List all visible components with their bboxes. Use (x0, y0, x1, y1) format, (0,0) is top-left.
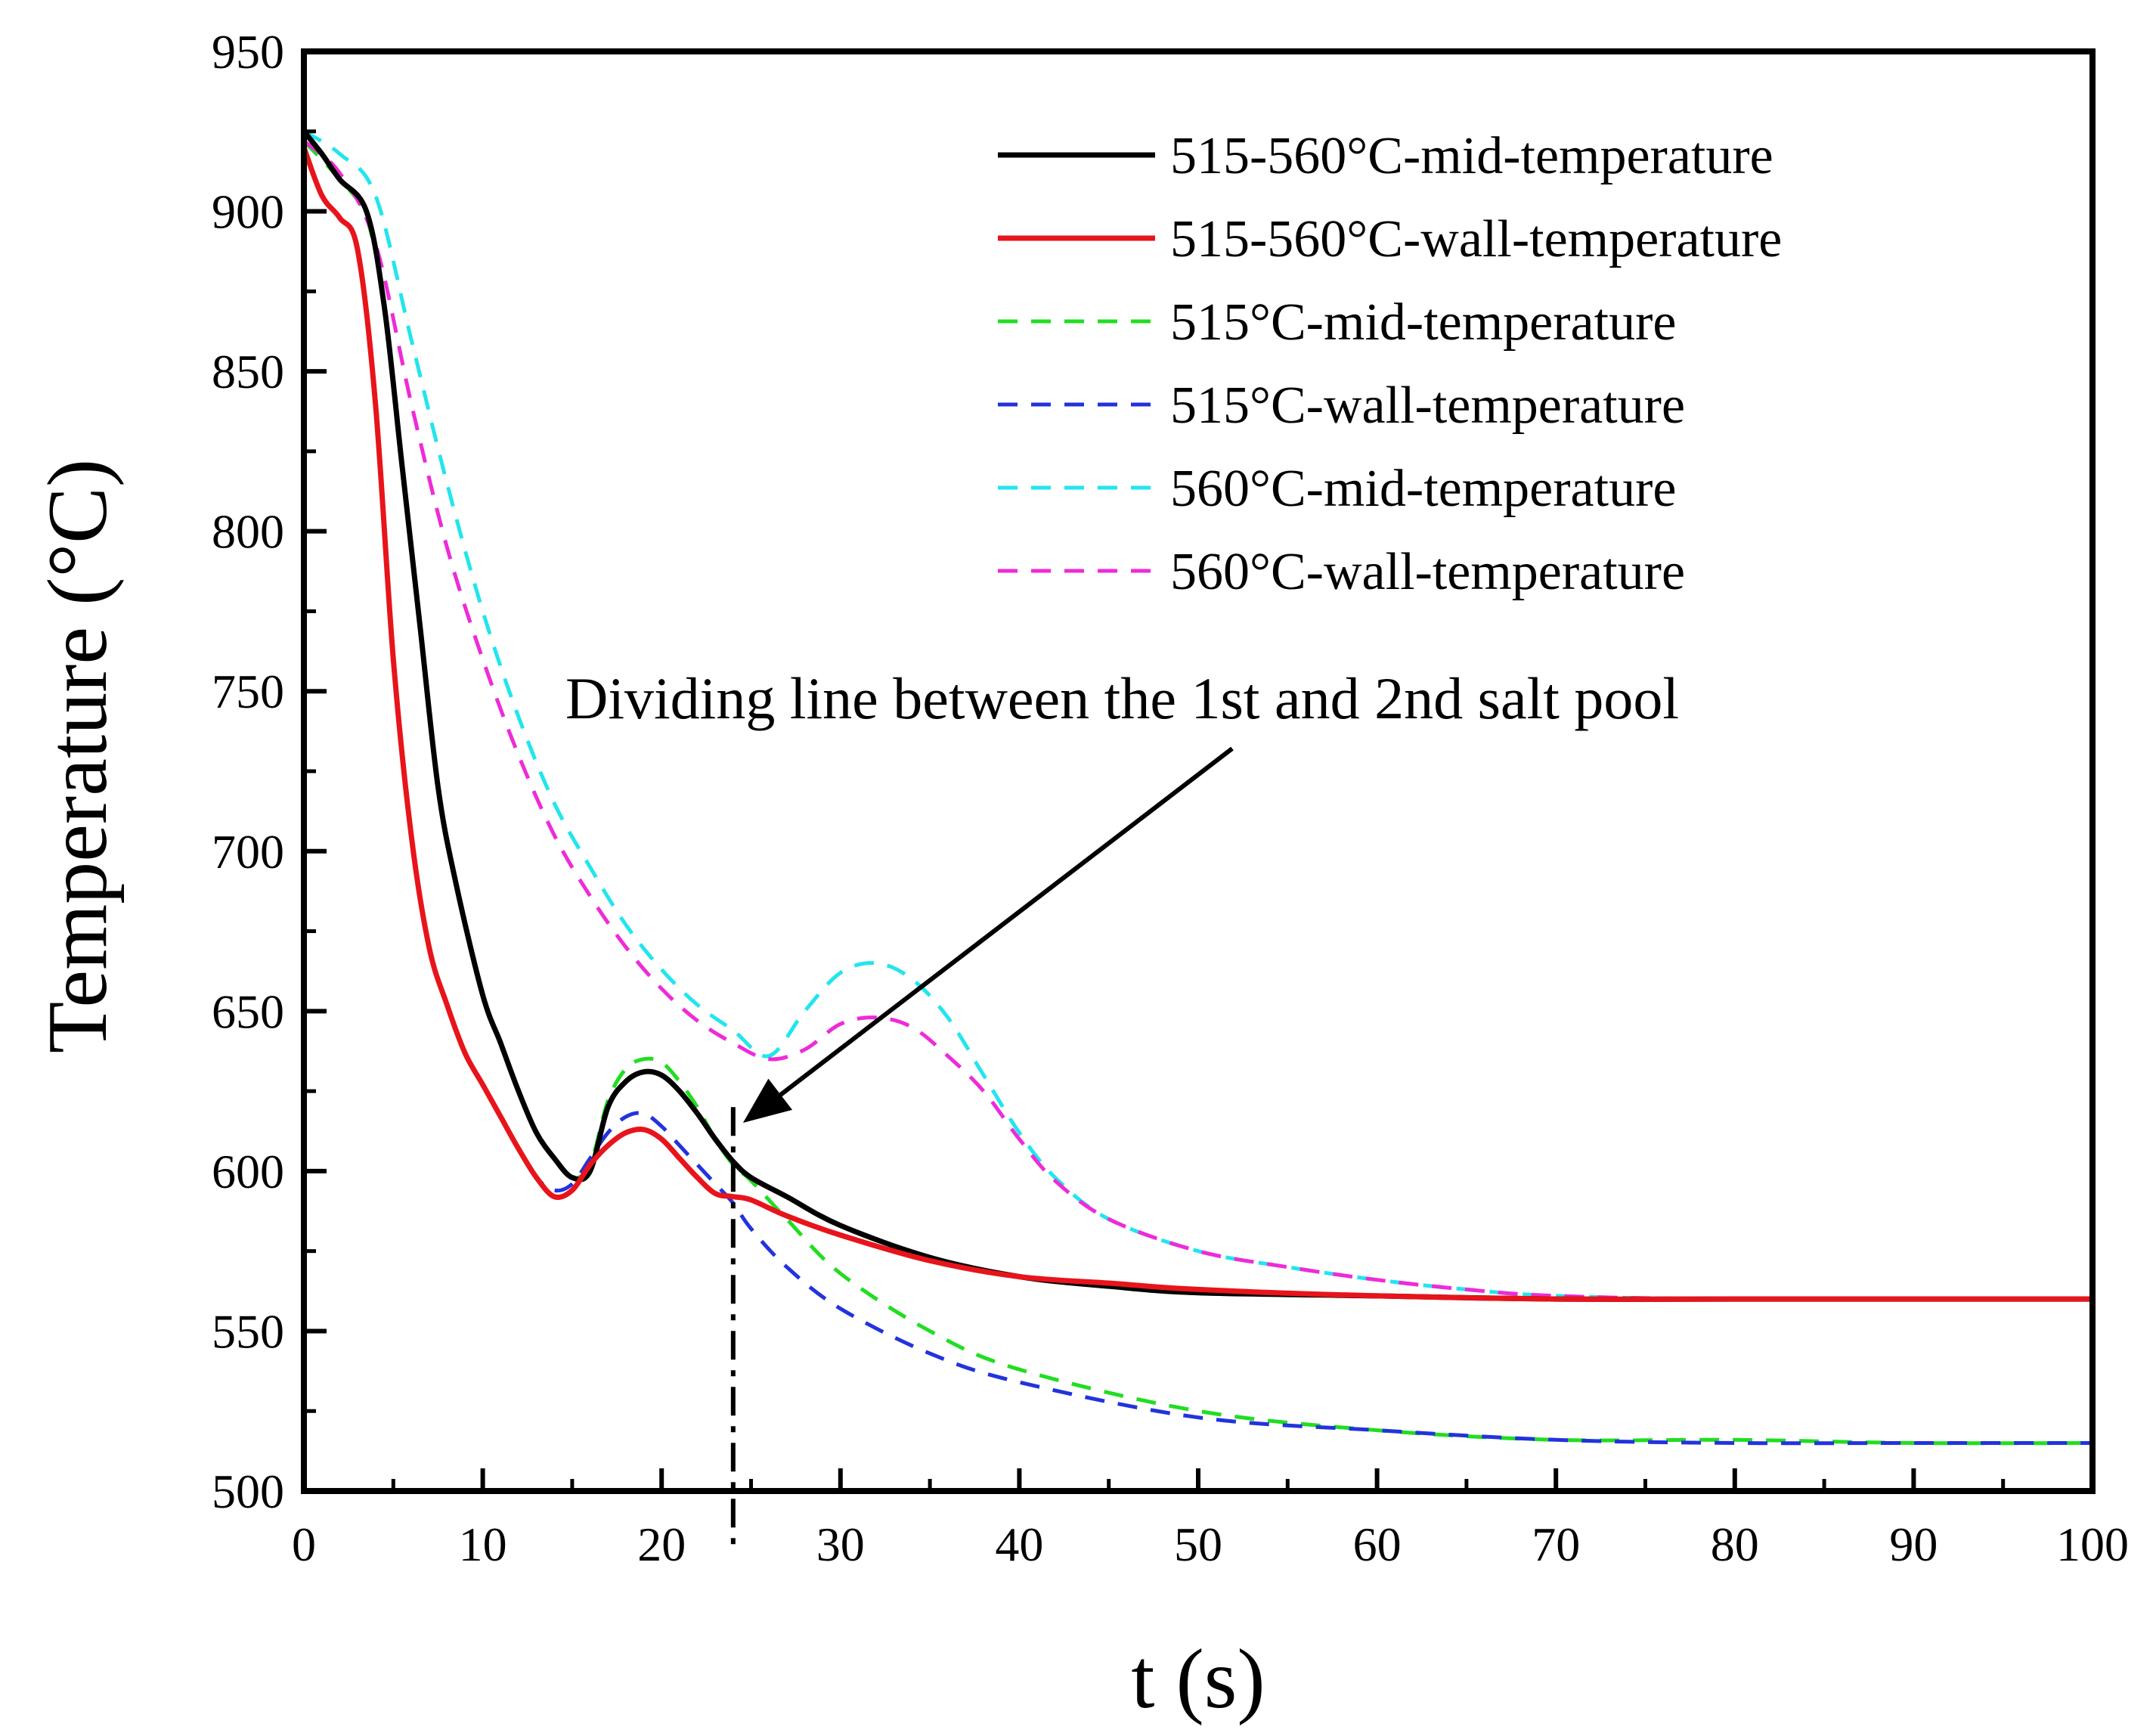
axes-group: 0 10 20 30 40 50 60 70 80 90 100 500 550 600 650 700 750… (212, 25, 2129, 1571)
x-tick-label: 60 (1353, 1517, 1402, 1571)
y-tick-label: 750 (212, 665, 284, 718)
x-tick-label: 90 (1889, 1517, 1938, 1571)
y-tick-label: 850 (212, 345, 284, 398)
annotation-arrow-head (742, 1078, 792, 1123)
series-line-2 (304, 146, 2092, 1302)
x-tick-label: 30 (816, 1517, 865, 1571)
legend-label-5: 560°C-mid-temperature (1170, 460, 1676, 518)
y-axis-title: Temperature (°C) (31, 459, 125, 1053)
x-tick-label: 0 (292, 1517, 316, 1571)
y-tick-label: 800 (212, 505, 284, 559)
series-line-6 (304, 139, 2092, 1301)
y-tick-label: 650 (212, 984, 284, 1038)
x-tick-label: 20 (637, 1517, 686, 1571)
x-axis-title: t (s) (1131, 1632, 1265, 1726)
x-tick-label: 100 (2056, 1517, 2129, 1571)
y-tick-label: 700 (212, 825, 284, 879)
x-tick-label: 50 (1174, 1517, 1222, 1571)
legend-label-3: 515°C-mid-temperature (1170, 293, 1676, 352)
legend: 515-560°C-mid-temperature 515-560°C-wall-… (998, 127, 1782, 601)
y-tick-label: 950 (212, 25, 284, 79)
annotation-arrow-shaft (764, 746, 1234, 1108)
legend-label-4: 515°C-wall-temperature (1170, 377, 1685, 435)
plot-series-group (304, 129, 2092, 1446)
series-line-3 (304, 139, 2092, 1446)
x-tick-label: 70 (1532, 1517, 1580, 1571)
y-tick-label: 600 (212, 1145, 284, 1198)
x-tick-label: 80 (1711, 1517, 1759, 1571)
series-line-5 (304, 129, 2092, 1301)
annotation-group: Dividing line between the 1st and 2nd sa… (565, 665, 1679, 1123)
x-tick-label: 10 (459, 1517, 507, 1571)
annotation-text: Dividing line between the 1st and 2nd sa… (565, 665, 1679, 731)
y-tick-label: 900 (212, 185, 284, 239)
y-tick-label: 550 (212, 1304, 284, 1358)
legend-label-2: 515-560°C-wall-temperature (1170, 210, 1782, 268)
legend-label-1: 515-560°C-mid-temperature (1170, 127, 1773, 185)
y-tick-label: 500 (212, 1465, 284, 1518)
x-tick-label: 40 (995, 1517, 1043, 1571)
legend-label-6: 560°C-wall-temperature (1170, 543, 1685, 601)
